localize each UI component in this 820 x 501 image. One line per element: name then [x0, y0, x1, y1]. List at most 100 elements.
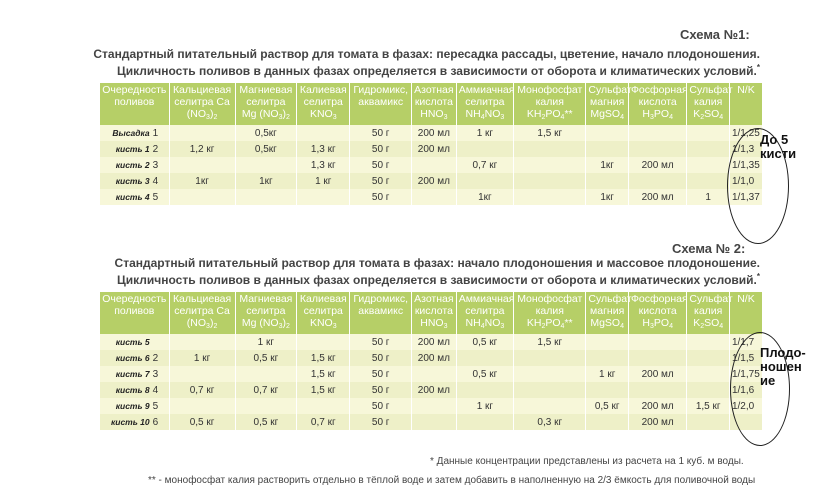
row-label: кисть 8: [115, 384, 150, 395]
table-row: кисть 10 6 0,5 кг 0,5 кг 0,7 кг 50 г 0,3 кг 200…: [100, 414, 764, 430]
column-header-subscript: 2: [285, 114, 290, 121]
table-cell: 0,5 кг: [235, 414, 298, 430]
table-cell: [411, 189, 457, 205]
table-row: кисть 7 3 1,5 кг 50 г 0,5 кг 1 кг 200 мл 1/1,75: [100, 366, 764, 382]
column-header-subscript: 4: [480, 323, 485, 330]
table-cell: [456, 382, 515, 398]
table-cell: 1,5 кг: [296, 366, 351, 382]
table-cell: [628, 125, 688, 141]
table-cell: 200 мл: [628, 189, 688, 205]
row-number: 2: [152, 143, 159, 155]
table-cell: 50 г: [349, 157, 413, 173]
column-header-subscript: 2: [700, 323, 705, 330]
table-cell: 50 г: [349, 141, 413, 157]
column-header-subscript: 4: [719, 114, 724, 121]
column-header: Магниевая селитра Mg (NO3)2: [235, 292, 298, 334]
column-header-text: Азотная кислота HNO: [414, 84, 454, 120]
table-cell: 1: [686, 189, 730, 205]
table-cell: 1кг: [585, 157, 629, 173]
table-cell: 1кг: [169, 173, 236, 189]
column-header-subscript: 4: [560, 114, 565, 121]
table-cell: [169, 125, 236, 141]
column-header-text: N/K: [737, 84, 755, 96]
column-header-text: **: [564, 317, 573, 329]
column-header-text: Гидромикс, аквамикс: [353, 293, 409, 317]
table-cell: 1 кг: [235, 334, 298, 350]
table-cell: 200 мл: [411, 382, 457, 398]
column-header: Калиевая селитра KNO3: [296, 292, 351, 334]
table-cell: 0,5 кг: [235, 350, 298, 366]
scheme1-table: Очередность поливов Кальциевая селитра Ca…: [100, 83, 764, 205]
table-cell: 0,5 кг: [585, 398, 629, 414]
column-header-subscript: 2: [541, 114, 546, 121]
table-cell: [296, 398, 351, 414]
row-label: кисть 2: [115, 159, 150, 170]
column-header-text: SO: [704, 317, 720, 329]
table-cell: 1 кг: [585, 366, 629, 382]
table-cell: 1кг: [456, 189, 515, 205]
column-header-text: Очередность поливов: [102, 293, 167, 317]
scheme2-title-line1: Стандартный питательный раствор для тома…: [114, 256, 760, 270]
table-cell: [411, 157, 457, 173]
table-row: Высадка 1 0,5кг 50 г 200 мл 1 кг 1,5 кг 1/1,25: [100, 125, 764, 141]
table-cell: [585, 334, 629, 350]
column-header-subscript: 3: [500, 114, 505, 121]
column-header-subscript: 2: [285, 323, 290, 330]
column-header-subscript: 3: [443, 114, 448, 121]
scheme1-annotation-ellipse: [727, 128, 789, 244]
row-label: кисть 10: [110, 416, 150, 427]
column-header-subscript: 2: [213, 323, 218, 330]
row-label: Высадка: [112, 127, 150, 138]
table-cell: [686, 350, 730, 366]
table-cell: [169, 398, 236, 414]
table-cell: 200 мл: [628, 157, 688, 173]
table-cell: 1,5 кг: [296, 350, 351, 366]
table-row: кисть 1 2 1,2 кг 0,5кг 1,3 кг 50 г 200 мл 1/1,3: [100, 141, 764, 157]
column-header-text: PO: [545, 317, 561, 329]
table-cell: 1,5 кг: [513, 334, 587, 350]
table-cell: 1 кг: [296, 173, 351, 189]
column-header-subscript: 2: [700, 114, 705, 121]
table-cell: [169, 366, 236, 382]
table-cell: [513, 350, 587, 366]
table-cell: [628, 382, 688, 398]
column-header: Очередность поливов: [100, 83, 170, 125]
column-header-text: Сульфат магния MgSO: [588, 293, 632, 329]
column-header-text: NO: [484, 317, 501, 329]
table-cell: [235, 189, 298, 205]
scheme1-title-line2: Цикличность поливов в данных фазах опред…: [117, 63, 760, 78]
row-label: кисть 5: [115, 336, 150, 347]
column-header-text: Сульфат калия K: [689, 293, 733, 329]
table-row: кисть 8 4 0,7 кг 0,7 кг 1,5 кг 50 г 200 мл 1/1,…: [100, 382, 764, 398]
table-cell: [169, 157, 236, 173]
scheme2-title: Стандартный питательный раствор для тома…: [0, 256, 760, 287]
scheme1-title: Стандартный питательный раствор для тома…: [0, 47, 760, 78]
column-header-text: PO: [545, 108, 561, 120]
table-cell: [296, 334, 351, 350]
table-cell: 1,3 кг: [296, 157, 351, 173]
table-cell: [235, 398, 298, 414]
table-cell: [585, 125, 629, 141]
table-cell: [686, 141, 730, 157]
column-header-text: ): [209, 317, 214, 329]
column-header-text: N/K: [737, 293, 755, 305]
row-number: 5: [152, 191, 159, 203]
scheme1-title-line1: Стандартный питательный раствор для тома…: [93, 47, 760, 61]
column-header-subscript: 4: [669, 114, 673, 121]
table-cell: [585, 414, 629, 430]
row-number: 3: [152, 368, 159, 380]
row-label: кисть 1: [115, 143, 150, 154]
column-header-text: Очередность поливов: [102, 84, 167, 108]
column-header-text: ): [282, 317, 286, 329]
table-cell: 1 кг: [456, 398, 515, 414]
row-number: 4: [152, 175, 159, 187]
column-header-text: Кальциевая селитра Ca (NO: [172, 84, 232, 120]
table-cell: 200 мл: [628, 398, 688, 414]
column-header-text: Сульфат калия K: [689, 84, 733, 120]
column-header-subscript: 3: [278, 323, 283, 330]
row-label: кисть 7: [115, 368, 150, 379]
table-cell: [296, 125, 351, 141]
